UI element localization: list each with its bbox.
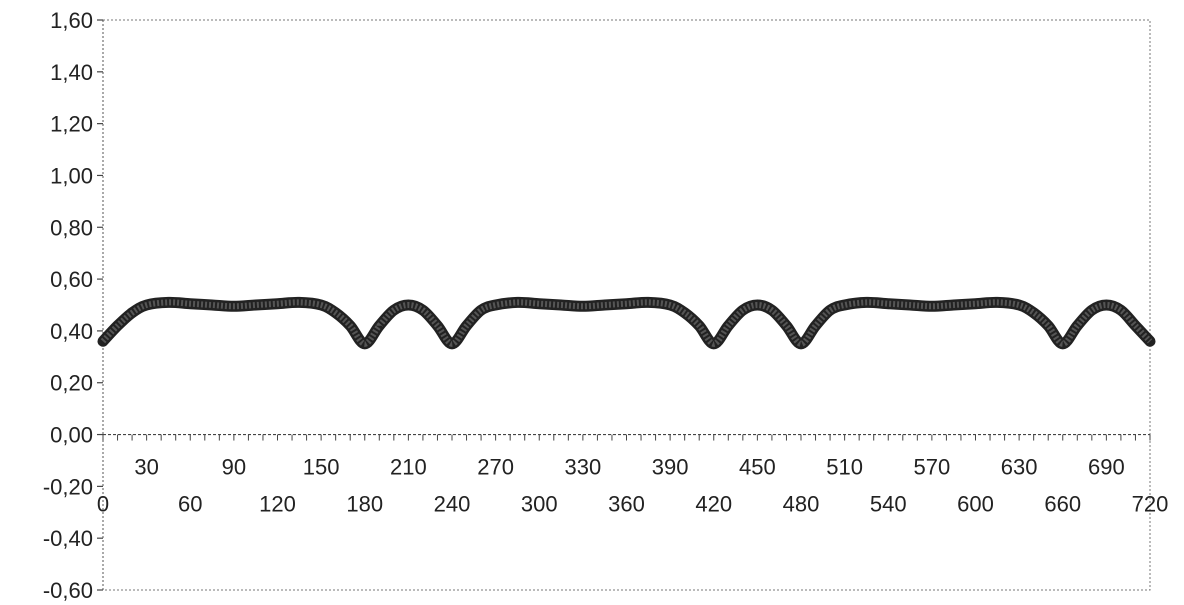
y-tick-label: -0,60 — [43, 578, 93, 603]
x-tick-label-lower: 360 — [608, 492, 645, 517]
y-tick-label: -0,40 — [43, 526, 93, 551]
y-tick-label: 1,20 — [50, 112, 93, 137]
x-tick-label-upper: 450 — [739, 455, 776, 480]
x-tick-label-upper: 30 — [134, 455, 158, 480]
x-tick-label-lower: 720 — [1132, 492, 1169, 517]
y-tick-label: 1,60 — [50, 8, 93, 33]
x-axis: 30 90 150 210 270 330 390 450 510 570 630 690 0 60 120… — [97, 433, 1169, 517]
x-tick-label-upper: 90 — [222, 455, 246, 480]
x-tick-label-upper: 270 — [477, 455, 514, 480]
x-tick-label-upper: 570 — [914, 455, 951, 480]
x-tick-label-lower: 420 — [695, 492, 732, 517]
y-tick-label: 0,20 — [50, 371, 93, 396]
y-axis: 1,60 1,40 1,20 1,00 0,80 0,60 0,40 0,20 0,00 -0,2… — [43, 8, 104, 603]
x-tick-label-upper: 390 — [652, 455, 689, 480]
y-tick-label: 1,00 — [50, 163, 93, 188]
x-tick-label-upper: 150 — [303, 455, 340, 480]
y-tick-label: 0,00 — [50, 423, 93, 448]
x-tick-label-lower: 600 — [957, 492, 994, 517]
series-line-outline — [97, 296, 1156, 350]
x-tick-label-upper: 510 — [826, 455, 863, 480]
x-tick-label-upper: 690 — [1088, 455, 1125, 480]
x-tick-label-lower: 540 — [870, 492, 907, 517]
y-tick-label: -0,20 — [43, 474, 93, 499]
y-tick-label: 0,40 — [50, 319, 93, 344]
x-tick-label-upper: 630 — [1001, 455, 1038, 480]
x-tick-label-upper: 210 — [390, 455, 427, 480]
x-tick-label-lower: 480 — [783, 492, 820, 517]
x-tick-label-lower: 60 — [178, 492, 202, 517]
x-tick-label-lower: 660 — [1044, 492, 1081, 517]
x-tick-label-lower: 0 — [97, 492, 109, 517]
series-line — [100, 299, 1153, 347]
y-tick-label: 0,80 — [50, 215, 93, 240]
y-tick-label: 1,40 — [50, 60, 93, 85]
x-tick-label-lower: 180 — [346, 492, 383, 517]
y-tick-label: 0,60 — [50, 267, 93, 292]
x-tick-label-lower: 240 — [434, 492, 471, 517]
x-tick-label-lower: 120 — [259, 492, 296, 517]
series-layer — [97, 296, 1156, 350]
x-tick-label-lower: 300 — [521, 492, 558, 517]
x-tick-label-upper: 330 — [565, 455, 602, 480]
